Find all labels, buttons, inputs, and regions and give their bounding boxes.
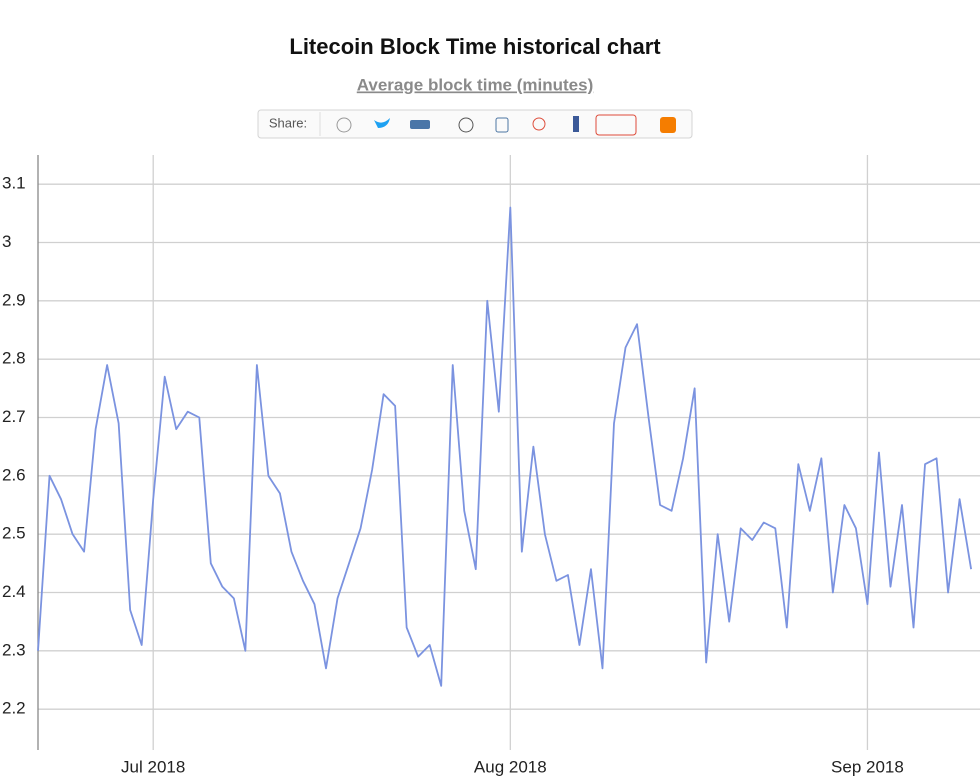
y-tick-label: 2.4 — [2, 582, 26, 601]
reddit-icon[interactable] — [336, 117, 352, 133]
y-tick-label: 2.6 — [2, 465, 26, 484]
weibo-icon[interactable] — [458, 117, 474, 133]
share-bar: Share: — [257, 109, 693, 139]
share-label: Share: — [269, 115, 307, 130]
y-tick-label: 2.7 — [2, 407, 26, 426]
chart-subtitle: Average block time (minutes) — [357, 75, 594, 94]
x-tick-label: Aug 2018 — [474, 757, 547, 776]
y-tick-label: 2.8 — [2, 349, 26, 368]
like-icon[interactable] — [495, 117, 509, 133]
share-box — [257, 109, 693, 139]
gplus-icon[interactable] — [532, 117, 546, 131]
y-tick-label: 2.5 — [2, 524, 26, 543]
chart-title: Litecoin Block Time historical chart — [289, 34, 661, 59]
x-tick-label: Sep 2018 — [831, 757, 904, 776]
blogger-icon[interactable] — [660, 117, 676, 133]
data-line — [37, 206, 973, 687]
gplus-one-icon[interactable] — [595, 114, 637, 136]
y-tick-label: 2.9 — [2, 290, 26, 309]
x-tick-label: Jul 2018 — [121, 757, 185, 776]
y-tick-label: 3.1 — [2, 174, 26, 193]
y-tick-label: 2.2 — [2, 699, 26, 718]
y-tick-label: 3 — [2, 232, 11, 251]
vk-icon[interactable] — [410, 120, 430, 129]
y-tick-label: 2.3 — [2, 640, 26, 659]
twitter-icon[interactable] — [374, 118, 390, 128]
facebook-icon[interactable] — [573, 116, 579, 132]
